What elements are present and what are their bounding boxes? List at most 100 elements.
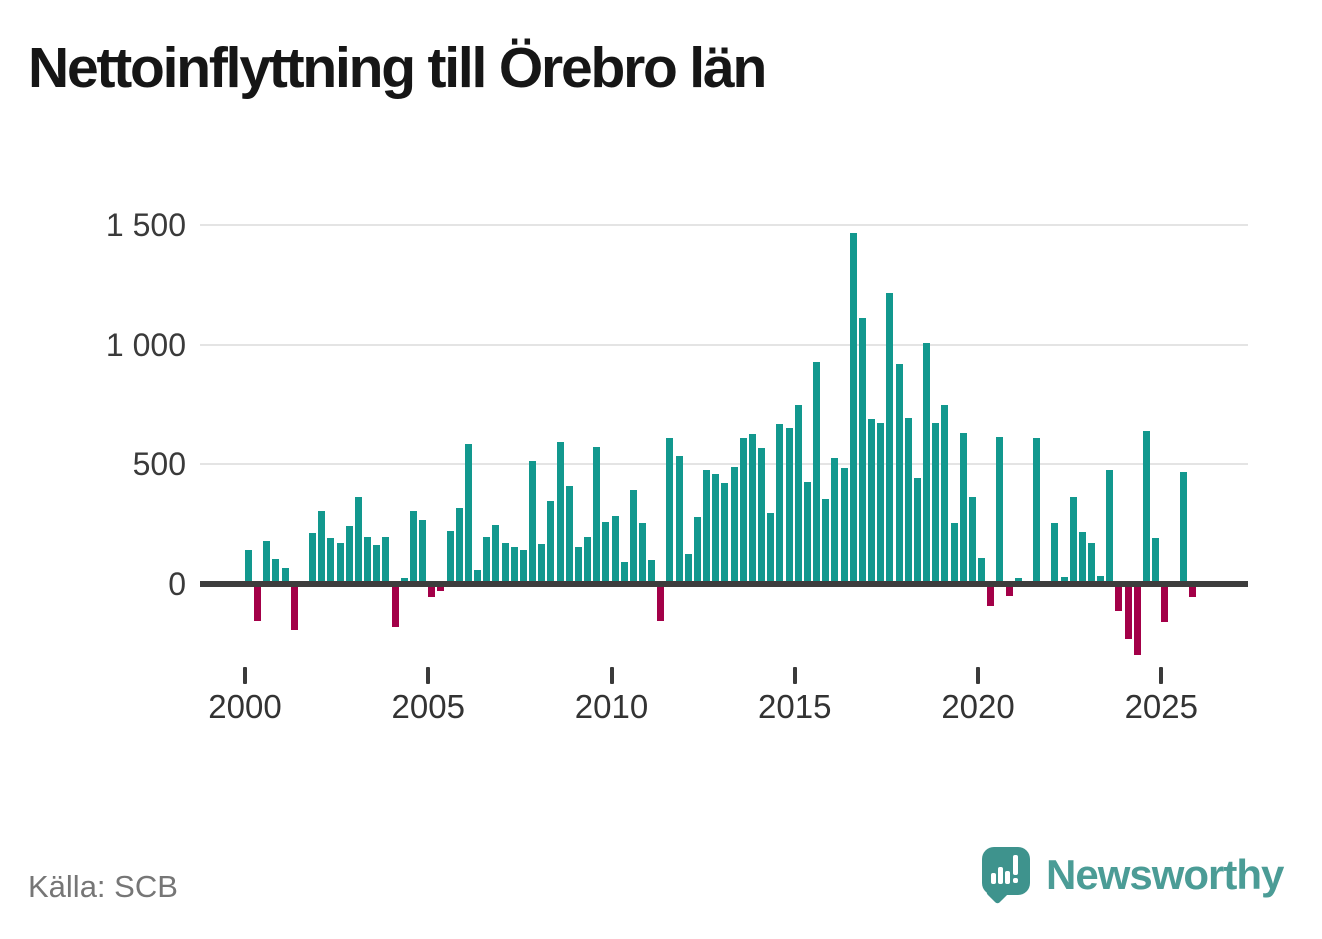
newsworthy-logo-text: Newsworthy: [1046, 851, 1284, 898]
bar-2025-q1: [1161, 586, 1169, 622]
bar-2001-q2: [290, 586, 298, 631]
bar-2013-q1: [721, 482, 729, 582]
bar-2011-q2: [657, 586, 665, 621]
bar-2016-q2: [840, 468, 848, 582]
bar-2014-q4: [785, 427, 793, 582]
bar-2007-q3: [519, 549, 527, 582]
bar-2002-q1: [318, 511, 326, 582]
bar-2024-q2: [1133, 586, 1141, 656]
zero-axis-line: [200, 581, 1248, 587]
y-tick-label-1500: 1 500: [105, 207, 186, 244]
bar-2013-q3: [739, 438, 747, 582]
bar-2000-q1: [245, 549, 252, 582]
bar-2006-q2: [474, 570, 482, 582]
logo-mini-bar-3: [1005, 871, 1010, 884]
bar-2000-q2: [254, 586, 262, 621]
y-tick-label-500: 500: [132, 446, 186, 483]
bar-2023-q2: [1097, 576, 1105, 582]
bar-2022-q4: [1078, 531, 1086, 582]
bar-2011-q3: [666, 438, 674, 582]
x-tick-mark-2020: [976, 667, 981, 684]
bar-2015-q1: [794, 404, 802, 582]
bar-2001-q4: [309, 532, 317, 582]
x-tick-label-2010: 2010: [574, 688, 649, 725]
x-tick-label-2020: 2020: [941, 688, 1015, 725]
bar-2011-q4: [675, 456, 683, 582]
bar-2018-q2: [913, 477, 921, 582]
bar-2003-q2: [364, 536, 372, 582]
bar-2012-q1: [684, 554, 692, 582]
x-tick-label-2005: 2005: [391, 688, 465, 725]
bar-2002-q2: [327, 537, 335, 582]
bar-2005-q2: [437, 586, 445, 591]
bar-2010-q3: [629, 489, 637, 582]
bar-2000-q3: [263, 541, 271, 582]
gridline-1000: [200, 343, 1248, 346]
bar-2002-q3: [336, 542, 344, 582]
source-caption: Källa: SCB: [28, 869, 178, 904]
bar-2025-q3: [1179, 471, 1187, 582]
bar-2020-q4: [1005, 586, 1013, 596]
bar-2012-q3: [703, 469, 711, 582]
bar-2005-q3: [446, 530, 454, 582]
bar-2023-q4: [1115, 586, 1123, 612]
bar-2009-q1: [574, 547, 582, 582]
bar-2015-q4: [822, 499, 830, 582]
bar-2019-q3: [959, 432, 967, 582]
bar-2011-q1: [648, 560, 656, 582]
gridline-1500: [200, 224, 1248, 227]
bar-2010-q4: [639, 523, 646, 582]
newsworthy-logo-icon: [982, 847, 1030, 895]
bar-2008-q3: [556, 442, 564, 582]
y-tick-label-1000: 1 000: [105, 326, 186, 363]
logo-mini-bar-1: [991, 873, 996, 884]
bar-2003-q1: [354, 497, 362, 582]
bar-2022-q2: [1060, 577, 1068, 582]
bar-2013-q2: [730, 467, 738, 582]
bar-2012-q4: [712, 474, 720, 582]
bar-2018-q1: [904, 418, 912, 582]
bar-2019-q2: [950, 523, 958, 582]
bar-2017-q4: [895, 364, 903, 582]
bar-2020-q1: [978, 558, 986, 582]
bar-2017-q3: [886, 292, 894, 582]
bar-2000-q4: [272, 559, 280, 582]
bar-2013-q4: [748, 433, 756, 582]
bar-2020-q3: [996, 437, 1004, 582]
bar-2005-q4: [455, 507, 463, 582]
bar-2002-q4: [345, 525, 353, 582]
bar-2025-q4: [1188, 586, 1196, 597]
bar-2016-q3: [849, 232, 857, 582]
bar-2006-q4: [492, 524, 500, 582]
bar-2022-q1: [1051, 523, 1059, 582]
bar-2014-q1: [758, 448, 766, 582]
bar-2019-q1: [941, 404, 949, 582]
bar-2024-q4: [1152, 537, 1160, 582]
x-tick-label-2025: 2025: [1124, 688, 1198, 725]
bar-2008-q1: [538, 543, 546, 582]
bar-2006-q1: [464, 444, 472, 582]
bar-2021-q3: [1033, 438, 1041, 582]
bar-2023-q3: [1106, 469, 1114, 582]
bar-2007-q4: [529, 461, 537, 582]
bar-2008-q2: [547, 500, 555, 582]
gridline-500: [200, 463, 1248, 466]
bar-2010-q2: [620, 561, 628, 582]
bar-2014-q3: [776, 424, 784, 582]
x-tick-mark-2010: [609, 667, 614, 684]
bar-2018-q4: [932, 422, 940, 582]
x-tick-mark-2000: [243, 667, 247, 684]
bar-2021-q1: [1014, 578, 1022, 582]
bar-2001-q1: [281, 567, 289, 582]
bar-2020-q2: [987, 586, 995, 607]
logo-mini-bar-2: [998, 867, 1003, 884]
bar-2024-q1: [1124, 586, 1132, 639]
chart-title: Nettoinflyttning till Örebro län: [28, 36, 767, 100]
x-tick-mark-2005: [426, 667, 431, 684]
bar-2007-q2: [510, 547, 518, 582]
bar-2014-q2: [767, 512, 775, 582]
bar-2019-q4: [968, 497, 976, 582]
bar-2009-q4: [602, 522, 610, 582]
bar-2022-q3: [1069, 497, 1077, 582]
